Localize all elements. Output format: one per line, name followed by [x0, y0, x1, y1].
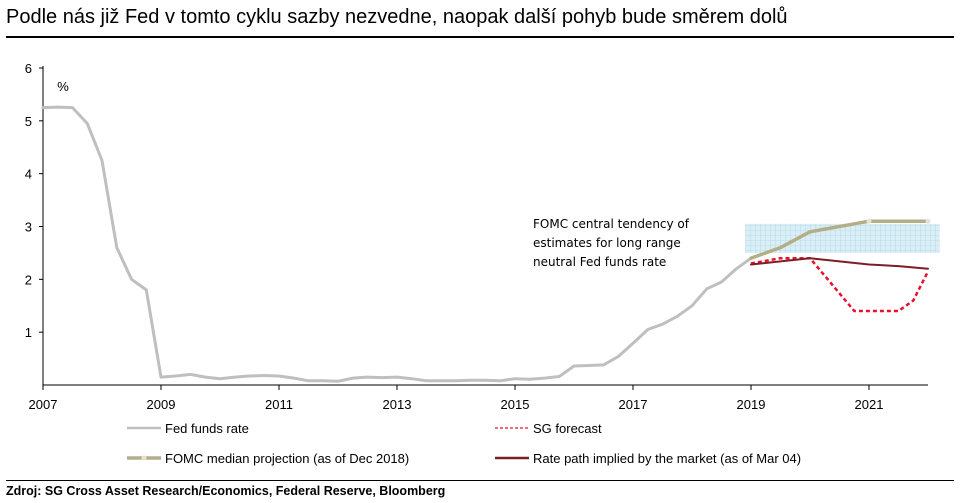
- series-point: [866, 218, 872, 224]
- series-line-fomc-median-dotted: [749, 219, 871, 260]
- y-tick-label: 1: [25, 325, 32, 340]
- series-line-sg-forecast: [750, 256, 930, 313]
- legend-label: FOMC median projection (as of Dec 2018): [165, 451, 409, 466]
- x-tick-label: 2015: [501, 397, 530, 412]
- y-tick-label: 6: [25, 61, 32, 76]
- y-tick-label: 2: [25, 272, 32, 287]
- legend-label: SG forecast: [533, 421, 602, 436]
- series-point: [925, 218, 931, 224]
- series-line-rate-path-implied-by-the-market-as-of-mar-04: [750, 257, 929, 270]
- y-tick-label: 5: [25, 114, 32, 129]
- legend-swatch-marker: [141, 455, 147, 461]
- annotation-text-line: estimates for long range: [533, 236, 681, 250]
- chart-title: Podle nás již Fed v tomto cyklu sazby ne…: [6, 6, 788, 28]
- x-tick-label: 2013: [383, 397, 412, 412]
- legend-label: Fed funds rate: [165, 421, 249, 436]
- title-divider: [6, 36, 954, 38]
- y-tick-label: 4: [25, 167, 32, 182]
- series-line-fed-funds-rate: [41, 105, 753, 383]
- y-tick-label: 3: [25, 220, 32, 235]
- x-tick-label: 2007: [29, 397, 58, 412]
- annotation-text-line: neutral Fed funds rate: [533, 255, 666, 269]
- x-tick-label: 2009: [147, 397, 176, 412]
- legend-label: Rate path implied by the market (as of M…: [533, 451, 801, 466]
- y-unit-label: %: [57, 79, 69, 94]
- annotation-text-line: FOMC central tendency of: [533, 217, 690, 231]
- x-tick-label: 2019: [737, 397, 766, 412]
- source-divider: [6, 480, 954, 481]
- x-tick-label: 2017: [619, 397, 648, 412]
- x-tick-label: 2011: [265, 397, 293, 412]
- x-tick-label: 2021: [855, 397, 884, 412]
- source-note: Zdroj: SG Cross Asset Research/Economics…: [6, 484, 446, 498]
